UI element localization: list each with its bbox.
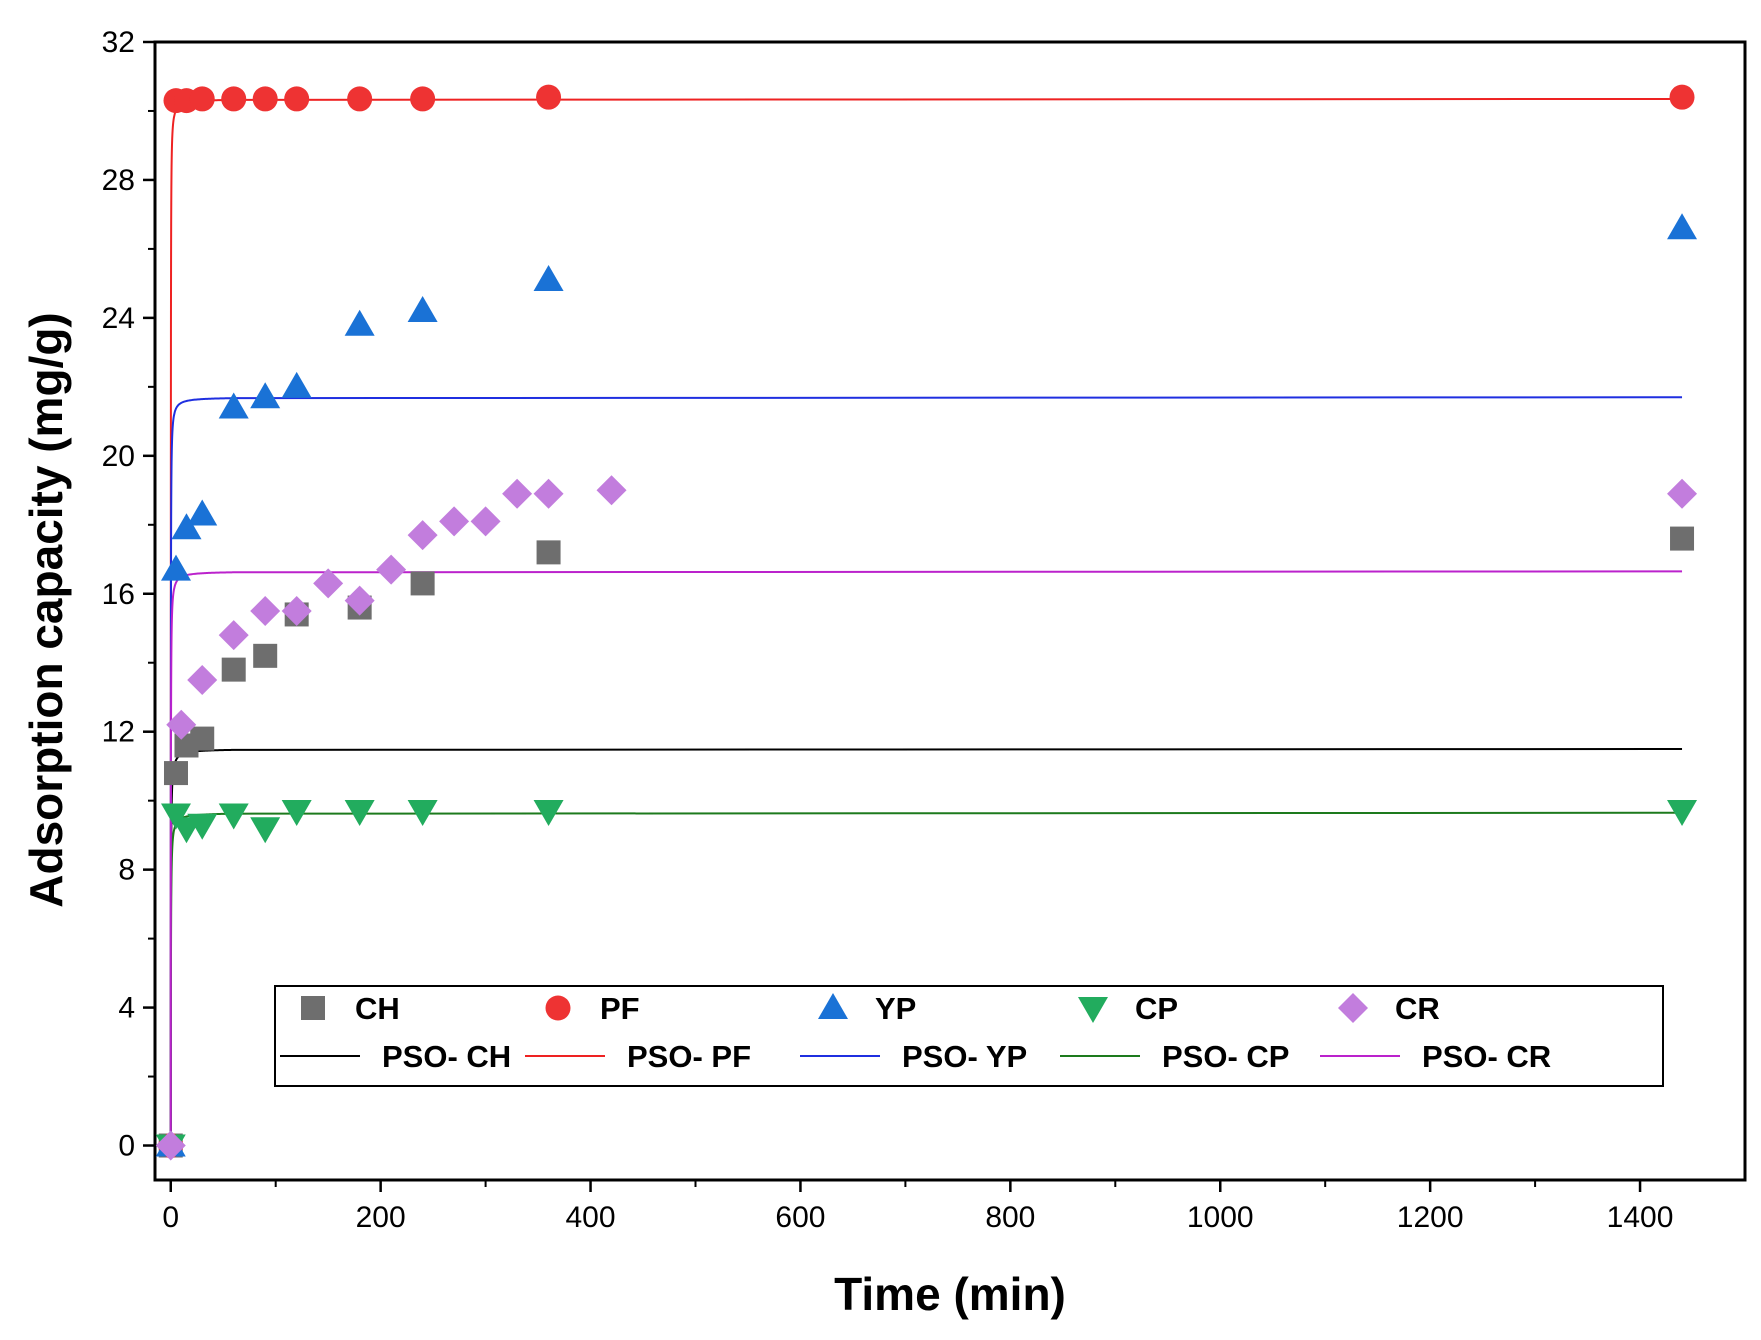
point-cr: [155, 1130, 186, 1161]
y-tick-label: 0: [118, 1130, 135, 1163]
legend-label-ch: CH: [355, 991, 400, 1026]
legend-label-yp: YP: [875, 991, 916, 1026]
y-tick-label: 16: [102, 578, 135, 611]
fit-line-pso-yp: [169, 396, 1683, 1146]
legend-symbol-ch: [301, 996, 325, 1020]
legend-symbol-yp: [818, 993, 848, 1019]
point-cp: [344, 800, 375, 827]
point-ch: [221, 657, 246, 682]
x-tick-label: 1200: [1397, 1201, 1464, 1234]
point-cr: [407, 520, 438, 551]
point-cr: [470, 506, 501, 537]
point-pf: [284, 86, 310, 112]
y-tick-label: 24: [102, 302, 135, 335]
point-cr: [596, 475, 627, 506]
x-tick-label: 200: [356, 1201, 406, 1234]
point-cr: [218, 620, 249, 651]
legend-symbol-cr: [1338, 993, 1368, 1023]
point-cp: [407, 800, 438, 827]
legend-label-pf: PF: [600, 991, 640, 1026]
point-yp: [533, 264, 564, 291]
point-cp: [187, 813, 218, 840]
point-pf: [221, 86, 247, 112]
point-yp: [1667, 213, 1698, 240]
point-cr: [502, 478, 533, 509]
legend-label-fit: PSO- CR: [1422, 1039, 1551, 1074]
plot-frame: [153, 40, 1747, 1182]
legend-label-fit: PSO- CP: [1162, 1039, 1289, 1074]
point-cp: [533, 800, 564, 827]
point-yp: [218, 392, 249, 419]
y-axis-title: Adsorption capacity (mg/g): [20, 312, 72, 907]
y-tick-label: 4: [118, 992, 135, 1025]
x-tick-label: 0: [162, 1201, 179, 1234]
point-cr: [281, 596, 312, 626]
point-cr: [187, 664, 218, 695]
point-pf: [410, 86, 436, 112]
x-tick-label: 1000: [1187, 1201, 1254, 1234]
fit-line-pso-cr: [169, 570, 1683, 1146]
y-tick-label: 28: [102, 164, 135, 197]
point-cp: [250, 817, 281, 844]
point-yp: [187, 499, 218, 526]
point-yp: [407, 295, 438, 322]
point-yp: [281, 371, 312, 398]
y-tick-label: 8: [118, 854, 135, 887]
x-tick-label: 800: [985, 1201, 1035, 1234]
legend-label-fit: PSO- PF: [627, 1039, 751, 1074]
legend-label-cp: CP: [1135, 991, 1178, 1026]
point-cp: [1667, 800, 1698, 827]
legend: CH PF YP CP CR PSO- CH PSO- PF PSO- YP PSO- CP PS…: [274, 985, 1664, 1087]
point-pf: [189, 86, 215, 112]
point-cr: [166, 709, 197, 740]
x-tick-label: 1400: [1607, 1201, 1674, 1234]
point-cr: [376, 554, 407, 585]
point-ch: [1670, 526, 1695, 551]
y-tick-label: 12: [102, 716, 135, 749]
point-ch: [410, 571, 435, 596]
fit-line-pso-cp: [169, 811, 1683, 1146]
point-yp: [344, 309, 375, 336]
point-cr: [344, 585, 375, 616]
axis-ticks: 0 4 8 12 16 20 24 28 32 0 200 400 600 800 1000 1200 1400: [102, 26, 1674, 1234]
point-yp: [160, 554, 191, 581]
legend-symbol-pf: [545, 995, 571, 1021]
x-tick-label: 400: [566, 1201, 616, 1234]
legend-label-cr: CR: [1395, 991, 1440, 1026]
point-yp: [250, 382, 281, 409]
y-tick-label: 20: [102, 440, 135, 473]
legend-label-fit: PSO- YP: [902, 1039, 1027, 1074]
point-cr: [313, 568, 344, 599]
legend-symbol-cp: [1078, 997, 1108, 1023]
point-cr: [439, 506, 470, 537]
x-axis-title: Time (min): [834, 1268, 1066, 1320]
point-cp: [160, 803, 191, 830]
point-ch: [163, 761, 188, 786]
point-yp: [171, 513, 202, 540]
point-cp: [281, 800, 312, 827]
point-pf: [347, 86, 373, 112]
point-cp: [218, 803, 249, 830]
x-tick-label: 600: [775, 1201, 825, 1234]
data-points: [155, 84, 1698, 1161]
point-cr: [1667, 478, 1698, 509]
legend-label-fit: PSO- CH: [382, 1039, 511, 1074]
y-tick-label: 32: [102, 26, 135, 59]
point-ch: [190, 726, 215, 751]
point-cr: [533, 478, 564, 509]
point-cr: [250, 596, 281, 626]
point-pf: [1669, 84, 1695, 110]
point-pf: [536, 84, 562, 110]
point-ch: [536, 540, 561, 565]
point-pf: [252, 86, 278, 112]
legend-box: [274, 985, 1664, 1087]
point-ch: [253, 643, 278, 668]
